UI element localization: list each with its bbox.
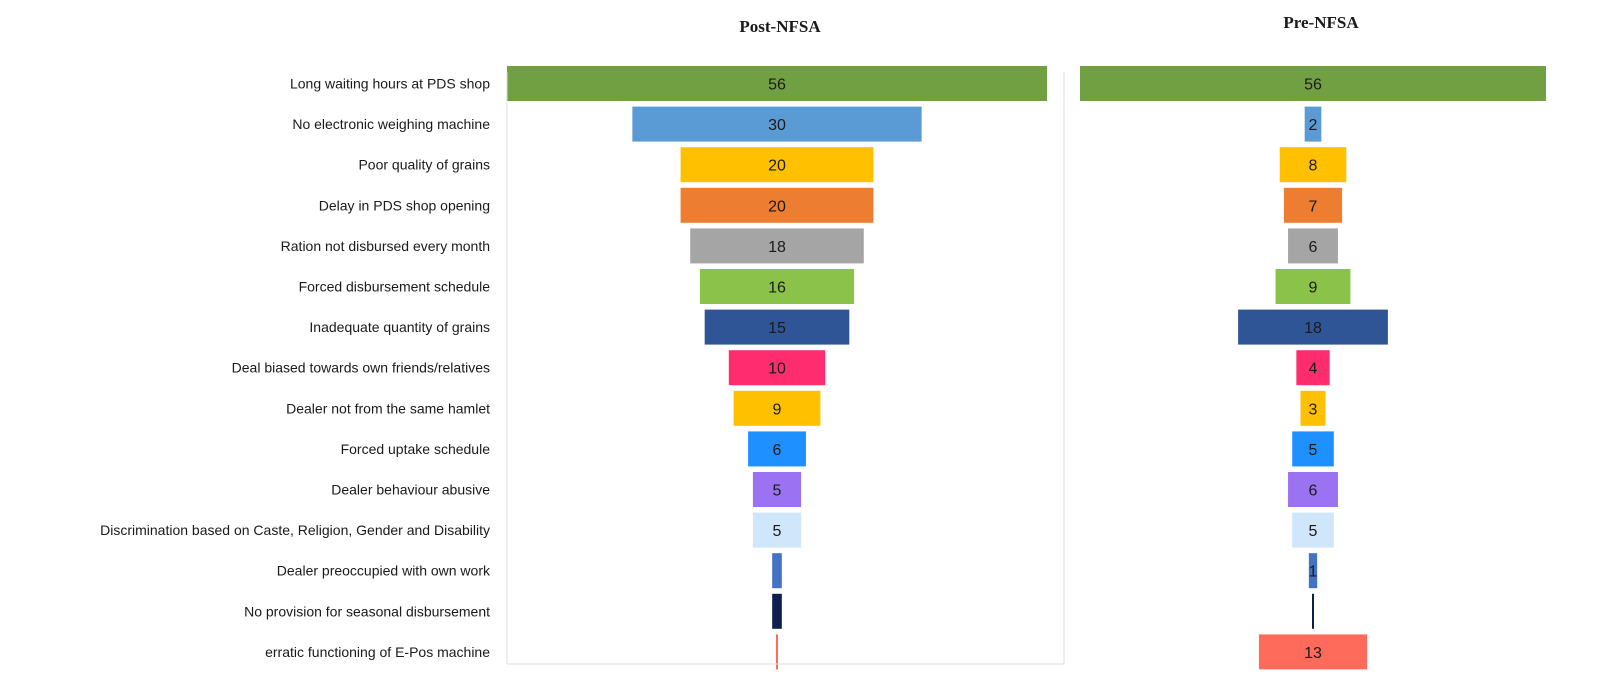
post-nfsa-value-label: 15: [768, 320, 786, 337]
post-nfsa-value-label: 5: [773, 523, 782, 540]
pre-nfsa-bar: [1312, 593, 1314, 629]
post-nfsa-bar: [728, 350, 826, 386]
post-nfsa-value-label: 18: [768, 239, 786, 256]
post-nfsa-bar: [704, 309, 850, 345]
post-nfsa-bar: [680, 147, 874, 183]
pre-nfsa-value-label: 5: [1309, 523, 1318, 540]
post-nfsa-value-label: 6: [773, 442, 782, 459]
category-label: Delay in PDS shop opening: [319, 197, 490, 213]
category-label: Ration not disbursed every month: [281, 238, 490, 254]
post-nfsa-value-label: 10: [768, 361, 786, 378]
pre-nfsa-bar: [1288, 472, 1338, 507]
panel-title-post-nfsa: Post-NFSA: [739, 17, 821, 36]
post-nfsa-bar: [752, 472, 802, 507]
pre-nfsa-value-label: 5: [1309, 442, 1318, 459]
post-nfsa-value-label: 16: [768, 280, 786, 297]
category-label: Forced uptake schedule: [341, 441, 491, 457]
category-label: Discrimination based on Caste, Religion,…: [100, 522, 490, 538]
post-nfsa-value-label: 5: [773, 483, 782, 500]
category-label: Forced disbursement schedule: [299, 279, 491, 295]
post-nfsa-value-label: 56: [768, 77, 786, 94]
post-nfsa-value-label: 20: [768, 158, 786, 175]
pre-nfsa-value-label: 6: [1309, 483, 1318, 500]
panel-title-pre-nfsa: Pre-NFSA: [1283, 13, 1359, 32]
post-nfsa-bars: 56 30 20 20 18 16 15 10 9 6 5 5: [507, 66, 1047, 670]
pre-nfsa-bar: [1300, 390, 1326, 426]
pre-nfsa-value-label: 4: [1309, 361, 1318, 378]
pre-nfsa-value-label: 2: [1309, 117, 1318, 134]
category-labels: Long waiting hours at PDS shop No electro…: [100, 76, 491, 660]
category-label: Inadequate quantity of grains: [309, 319, 490, 335]
category-label: Dealer behaviour abusive: [331, 482, 490, 498]
pre-nfsa-bar: [1288, 228, 1338, 264]
post-nfsa-value-label: 20: [768, 198, 786, 215]
post-nfsa-bar: [776, 634, 778, 670]
pre-nfsa-bar: [1296, 350, 1330, 386]
pre-nfsa-bar: [1308, 553, 1318, 589]
pre-nfsa-value-label: 1: [1309, 564, 1318, 581]
post-nfsa-bar: [690, 228, 864, 264]
pre-nfsa-value-label: 6: [1309, 239, 1318, 256]
post-nfsa-bar: [680, 187, 874, 223]
post-nfsa-value-label: 30: [768, 117, 786, 134]
pre-nfsa-bar: [1304, 106, 1322, 142]
category-label: No electronic weighing machine: [292, 116, 490, 132]
pre-nfsa-bar: [1279, 147, 1347, 183]
pre-nfsa-value-label: 18: [1304, 320, 1322, 337]
pre-nfsa-value-label: 9: [1309, 280, 1318, 297]
category-label: Dealer not from the same hamlet: [286, 400, 490, 416]
category-label: erratic functioning of E-Pos machine: [265, 644, 490, 660]
post-nfsa-bar: [632, 106, 922, 142]
post-nfsa-value-label: 9: [773, 401, 782, 418]
category-label: Deal biased towards own friends/relative…: [232, 360, 490, 376]
pre-nfsa-value-label: 56: [1304, 77, 1322, 94]
pre-nfsa-bar: [1080, 66, 1546, 101]
post-nfsa-bar: [772, 593, 782, 629]
post-nfsa-bar: [733, 390, 821, 426]
pre-nfsa-bar: [1283, 187, 1343, 223]
post-nfsa-bar: [752, 512, 802, 548]
pre-nfsa-bar: [1275, 269, 1351, 304]
pre-nfsa-bar: [1258, 634, 1368, 670]
post-nfsa-bar: [748, 431, 806, 467]
pre-nfsa-value-label: 13: [1304, 645, 1322, 662]
pre-nfsa-bar: [1292, 431, 1334, 467]
category-label: Dealer preoccupied with own work: [277, 563, 491, 579]
category-label: Long waiting hours at PDS shop: [290, 76, 490, 92]
pre-nfsa-bar: [1292, 512, 1334, 548]
category-label: No provision for seasonal disbursement: [244, 603, 490, 619]
pre-nfsa-bar: [1238, 309, 1388, 345]
post-nfsa-bar: [507, 66, 1047, 101]
pre-nfsa-value-label: 7: [1309, 198, 1318, 215]
category-label: Poor quality of grains: [358, 157, 490, 173]
post-nfsa-bar: [699, 269, 855, 304]
pre-nfsa-value-label: 8: [1309, 158, 1318, 175]
pre-nfsa-value-label: 3: [1309, 401, 1318, 418]
post-nfsa-bar: [772, 553, 782, 589]
